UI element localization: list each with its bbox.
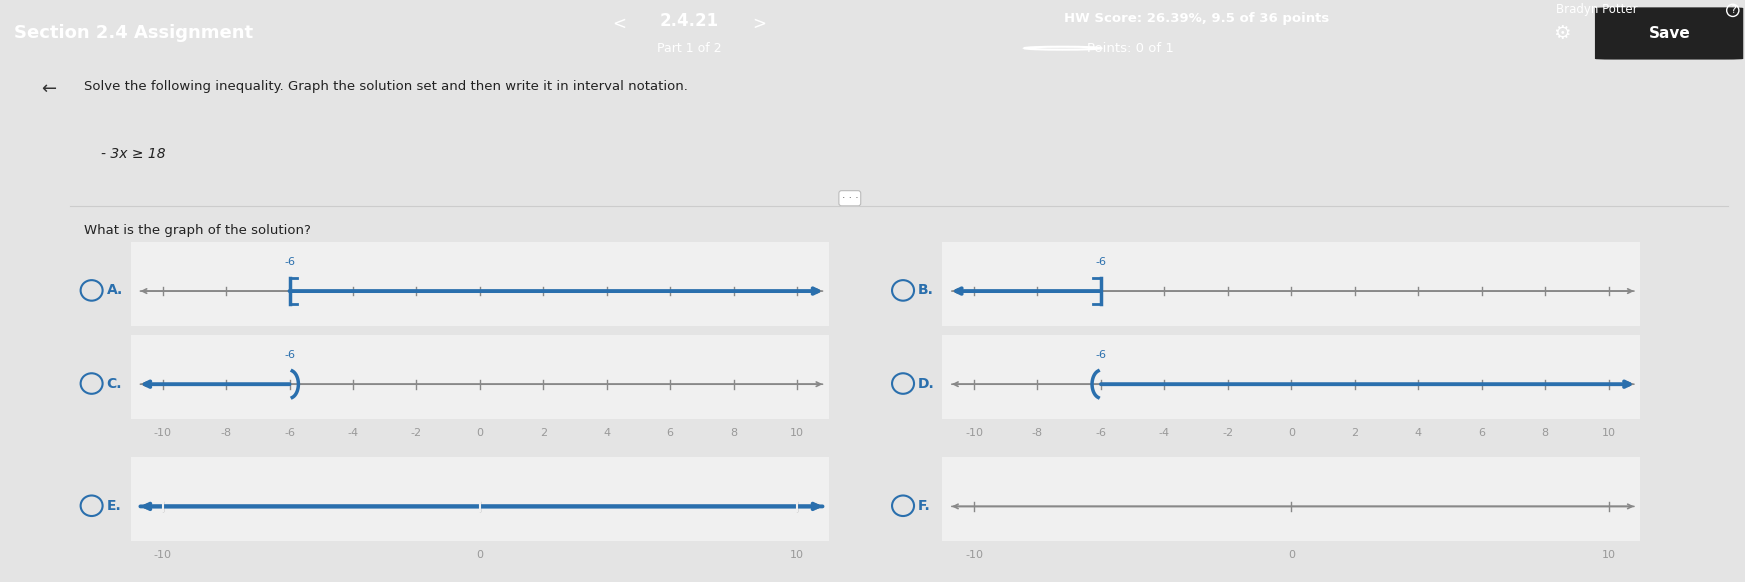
Text: F.: F. <box>918 499 930 513</box>
Text: Section 2.4 Assignment: Section 2.4 Assignment <box>14 24 253 42</box>
Text: HW Score: 26.39%, 9.5 of 36 points: HW Score: 26.39%, 9.5 of 36 points <box>1064 12 1330 25</box>
Text: 2.4.21: 2.4.21 <box>660 12 719 30</box>
Text: - 3x ≥ 18: - 3x ≥ 18 <box>101 147 166 161</box>
Text: Bradyn Potter: Bradyn Potter <box>1557 3 1637 16</box>
Text: Points: 0 of 1: Points: 0 of 1 <box>1087 42 1174 55</box>
Text: Save: Save <box>1649 26 1691 41</box>
Text: E.: E. <box>106 499 122 513</box>
Text: A.: A. <box>106 283 122 297</box>
Text: >: > <box>752 15 766 33</box>
Text: D.: D. <box>918 377 935 391</box>
Text: What is the graph of the solution?: What is the graph of the solution? <box>84 224 311 237</box>
Text: ?: ? <box>1729 5 1736 15</box>
Text: <: < <box>612 15 626 33</box>
Text: ←: ← <box>42 80 56 98</box>
Text: · · ·: · · · <box>841 193 859 203</box>
FancyBboxPatch shape <box>1595 8 1743 59</box>
Text: B.: B. <box>918 283 934 297</box>
Text: C.: C. <box>106 377 122 391</box>
Text: -6: -6 <box>1096 257 1106 267</box>
Text: -6: -6 <box>284 350 295 360</box>
Text: -6: -6 <box>284 257 295 267</box>
Text: -6: -6 <box>1096 350 1106 360</box>
Text: ⚙: ⚙ <box>1553 24 1570 43</box>
Text: Part 1 of 2: Part 1 of 2 <box>656 42 722 55</box>
Text: Solve the following inequality. Graph the solution set and then write it in inte: Solve the following inequality. Graph th… <box>84 80 688 93</box>
